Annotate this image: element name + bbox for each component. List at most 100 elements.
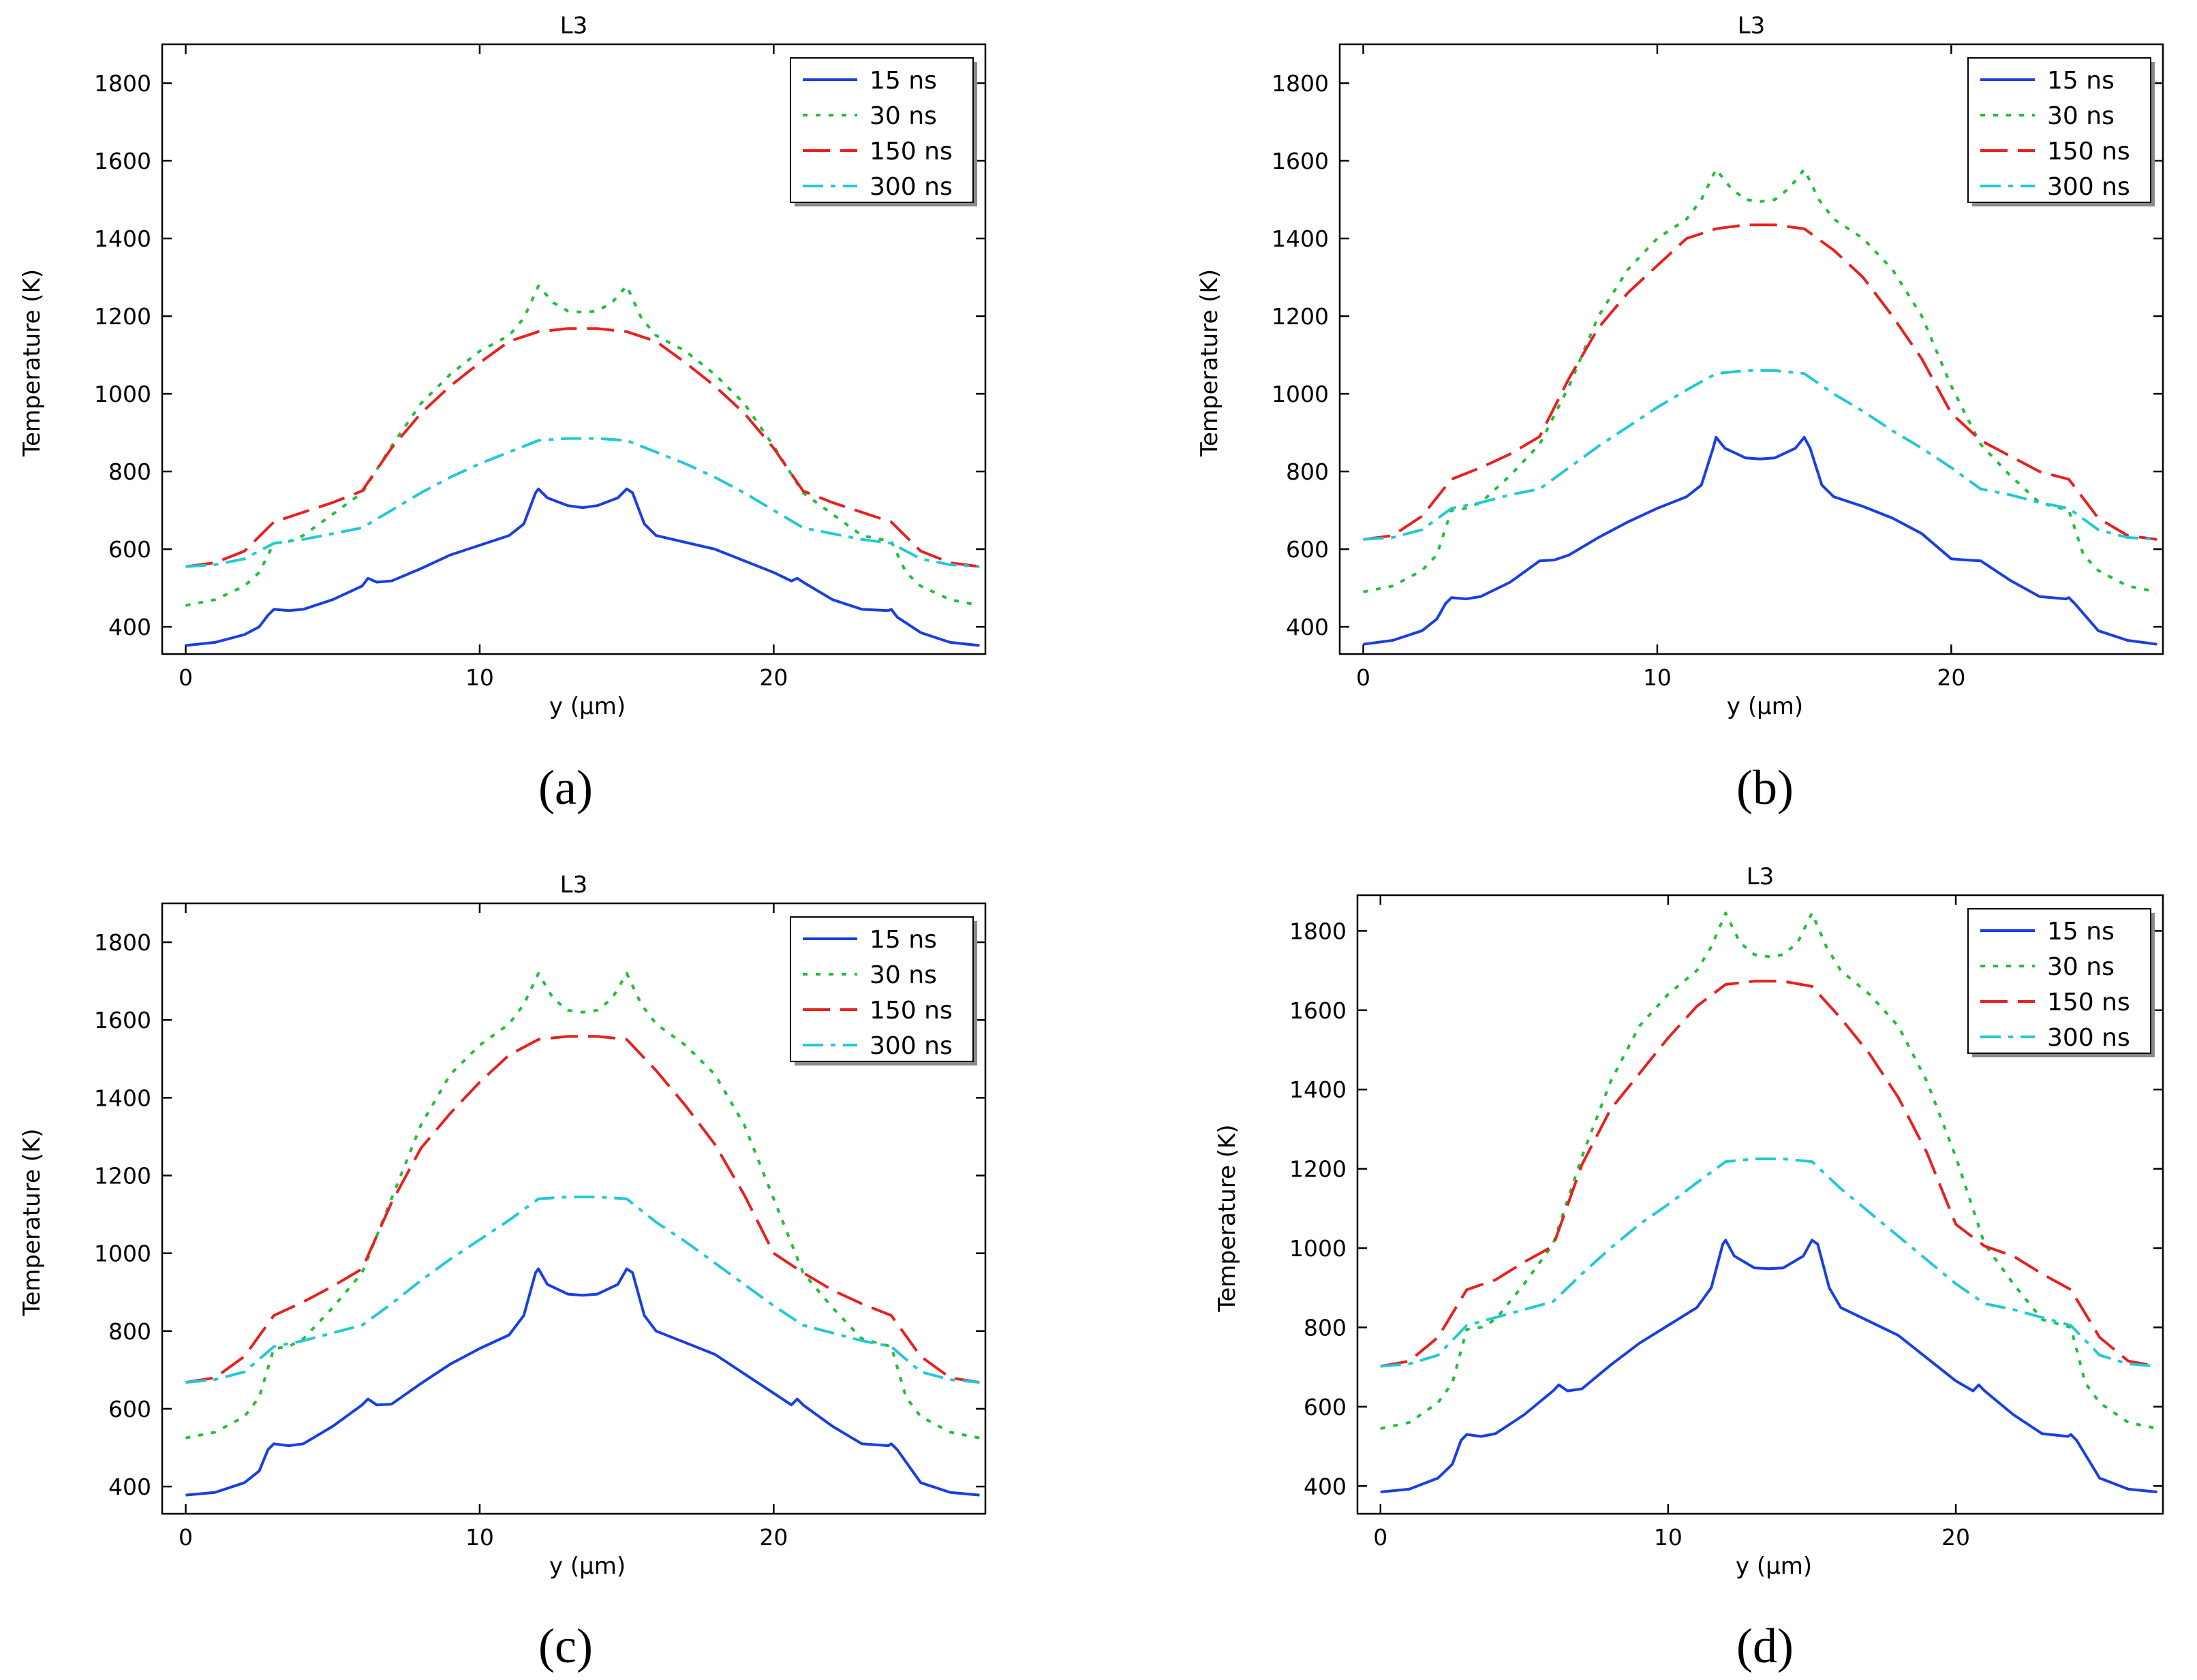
chart-title: L3 [1747, 863, 1774, 890]
y-tick-label: 1400 [94, 225, 151, 252]
y-tick-label: 1800 [1272, 70, 1329, 97]
legend-label: 300 ns [2047, 1024, 2130, 1052]
x-axis-label: y (µm) [1727, 693, 1803, 720]
legend-label: 150 ns [2047, 989, 2130, 1016]
y-tick-label: 1200 [94, 1162, 151, 1189]
legend-box [1967, 908, 2151, 1054]
y-axis-label: Temperature (K) [18, 1128, 46, 1316]
series-line-150-ns [1380, 980, 2157, 1368]
y-tick-label: 1600 [1289, 997, 1347, 1024]
y-tick-label: 1600 [94, 148, 151, 174]
legend-label: 15 ns [870, 926, 937, 954]
x-tick-label: 10 [1643, 664, 1672, 691]
series-line-30-ns [1363, 168, 2157, 593]
series-line-30-ns [1380, 912, 2158, 1430]
legend-label: 15 ns [870, 67, 937, 95]
y-tick-label: 1000 [94, 381, 151, 407]
y-tick-label: 600 [1286, 536, 1329, 563]
legend-label: 30 ns [870, 961, 937, 989]
y-tick-label: 1400 [1272, 225, 1329, 252]
y-tick-label: 400 [1304, 1473, 1347, 1499]
y-axis-label: Temperature (K) [18, 269, 46, 457]
y-axis-label: Temperature (K) [1214, 1124, 1241, 1312]
y-tick-label: 800 [108, 458, 151, 485]
x-tick-label: 0 [179, 1524, 193, 1551]
x-tick-label: 20 [1937, 664, 1965, 691]
series-line-15-ns [1380, 1239, 2157, 1493]
legend-box [790, 57, 974, 203]
chart-title: L3 [560, 871, 588, 899]
series-line-15-ns [185, 1267, 980, 1497]
series-line-150-ns [1363, 223, 2157, 541]
chart-title: L3 [1738, 12, 1766, 40]
x-tick-label: 20 [759, 664, 788, 691]
y-tick-label: 1200 [1272, 303, 1329, 330]
legend-label: 15 ns [2047, 918, 2115, 946]
chart-panel-a: L3 400 600 800 1000 1200 1400 1600 1800 0 10 20 y (µ… [18, 12, 987, 815]
chart-title: L3 [560, 12, 588, 40]
y-tick-label: 1600 [94, 1007, 151, 1033]
plot-frame [161, 902, 987, 1515]
series-line-15-ns [185, 487, 980, 647]
y-tick-label: 400 [108, 1474, 151, 1500]
x-tick-label: 0 [1356, 664, 1370, 691]
legend-box [1967, 57, 2151, 203]
plot-frame [161, 43, 987, 655]
y-tick-label: 1000 [1272, 381, 1329, 407]
series-line-300-ns [185, 437, 980, 568]
y-tick-label: 1400 [94, 1085, 151, 1111]
y-tick-label: 800 [1286, 458, 1329, 485]
panel-caption: (c) [538, 1619, 593, 1673]
legend-label: 300 ns [870, 1032, 953, 1060]
panel-caption: (a) [538, 760, 593, 815]
y-tick-label: 600 [108, 1396, 151, 1422]
y-tick-label: 1200 [94, 303, 151, 330]
x-tick-label: 10 [465, 664, 494, 691]
series-line-300-ns [185, 1195, 980, 1384]
legend-label: 30 ns [2047, 953, 2115, 981]
x-tick-label: 0 [1373, 1524, 1387, 1551]
y-tick-label: 600 [1304, 1394, 1347, 1420]
chart-panel-c: L3 400 600 800 1000 1200 1400 1600 1800 0 10 20 y (µ… [18, 871, 987, 1673]
y-axis-label: Temperature (K) [1196, 269, 1223, 457]
legend-label: 30 ns [870, 102, 937, 130]
y-tick-label: 400 [108, 614, 151, 640]
series-line-15-ns [1363, 435, 2157, 646]
legend-label: 300 ns [870, 173, 953, 201]
series-line-150-ns [185, 1035, 980, 1384]
chart-panel-b: L3 400 600 800 1000 1200 1400 1600 1800 0 10 20 y (µ… [1196, 12, 2164, 815]
series-line-150-ns [185, 327, 980, 568]
x-tick-label: 20 [759, 1524, 788, 1551]
y-tick-label: 1000 [1289, 1235, 1347, 1262]
y-tick-label: 1800 [94, 70, 151, 97]
series-line-300-ns [1363, 369, 2157, 541]
y-tick-label: 800 [1304, 1314, 1347, 1341]
y-tick-label: 1200 [1289, 1156, 1347, 1183]
y-tick-label: 600 [108, 536, 151, 563]
legend-label: 150 ns [2047, 138, 2130, 166]
x-axis-label: y (µm) [549, 1553, 626, 1580]
x-tick-label: 10 [1654, 1524, 1683, 1551]
chart-panel-d: L3 400 600 800 1000 1200 1400 1600 1800 0 10 20 y (µ… [1214, 863, 2164, 1673]
y-tick-label: 1600 [1272, 148, 1329, 174]
x-tick-label: 0 [179, 664, 193, 691]
y-tick-label: 1800 [1289, 918, 1347, 944]
legend-label: 150 ns [870, 997, 953, 1025]
series-line-300-ns [1380, 1157, 2157, 1368]
panel-caption: (b) [1736, 760, 1794, 815]
y-tick-label: 1000 [94, 1241, 151, 1267]
legend-label: 150 ns [870, 138, 953, 166]
series-line-30-ns [185, 284, 980, 607]
y-tick-label: 400 [1286, 614, 1329, 640]
legend-label: 300 ns [2047, 173, 2130, 201]
x-tick-label: 10 [465, 1524, 494, 1551]
legend-label: 30 ns [2047, 102, 2115, 130]
panel-caption: (d) [1736, 1619, 1794, 1673]
y-tick-label: 800 [108, 1318, 151, 1345]
x-axis-label: y (µm) [1736, 1553, 1812, 1580]
x-tick-label: 20 [1941, 1524, 1970, 1551]
legend-box [790, 916, 974, 1062]
y-tick-label: 1400 [1289, 1076, 1347, 1103]
plot-frame [1356, 894, 2164, 1515]
